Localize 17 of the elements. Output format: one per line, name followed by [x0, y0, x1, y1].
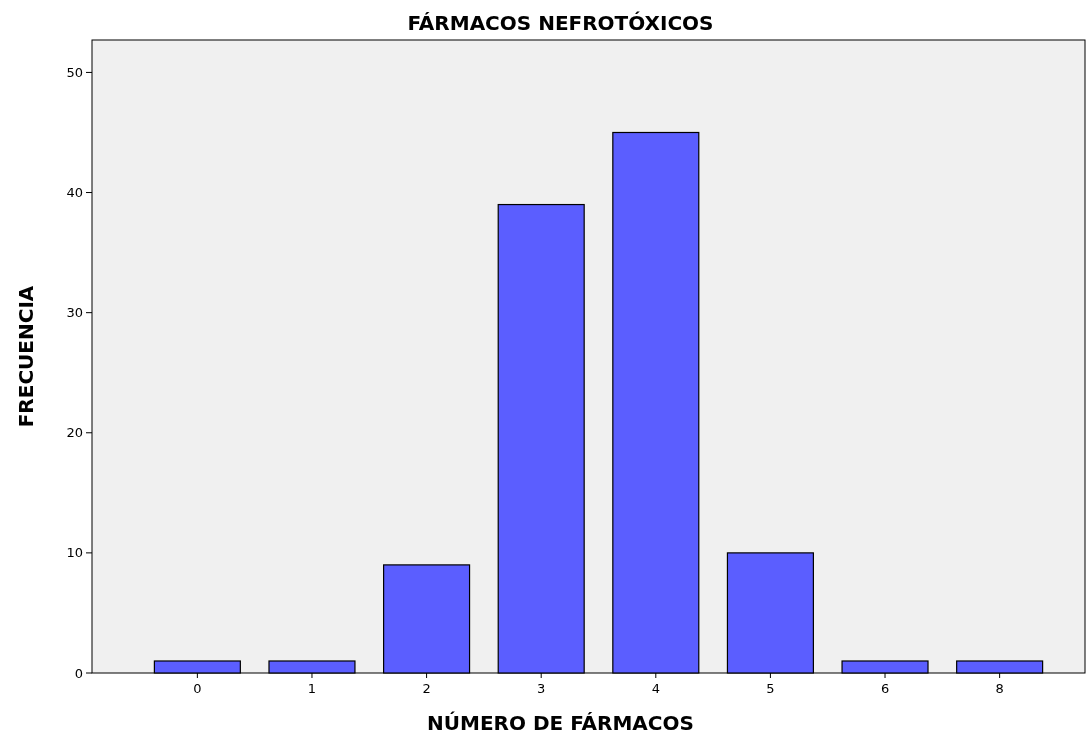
- x-tick-label: 4: [651, 681, 660, 696]
- x-tick-label: 8: [995, 681, 1004, 696]
- y-tick-label: 50: [66, 64, 83, 80]
- chart-title: FÁRMACOS NEFROTÓXICOS: [407, 11, 714, 35]
- y-tick-label: 20: [66, 425, 83, 441]
- x-tick-label: 5: [766, 681, 775, 696]
- x-tick-label: 1: [307, 681, 317, 696]
- y-axis-title: FRECUENCIA: [14, 285, 38, 428]
- x-axis-title: NÚMERO DE FÁRMACOS: [427, 711, 694, 735]
- y-tick-label: 40: [66, 185, 83, 201]
- x-tick-label: 6: [880, 681, 890, 696]
- x-tick-label: 0: [193, 681, 202, 696]
- y-tick-label: 0: [74, 665, 83, 681]
- y-tick-label: 10: [66, 545, 83, 561]
- y-tick-label: 30: [66, 305, 83, 321]
- x-tick-label: 3: [537, 681, 546, 696]
- x-tick-label: 2: [422, 681, 431, 696]
